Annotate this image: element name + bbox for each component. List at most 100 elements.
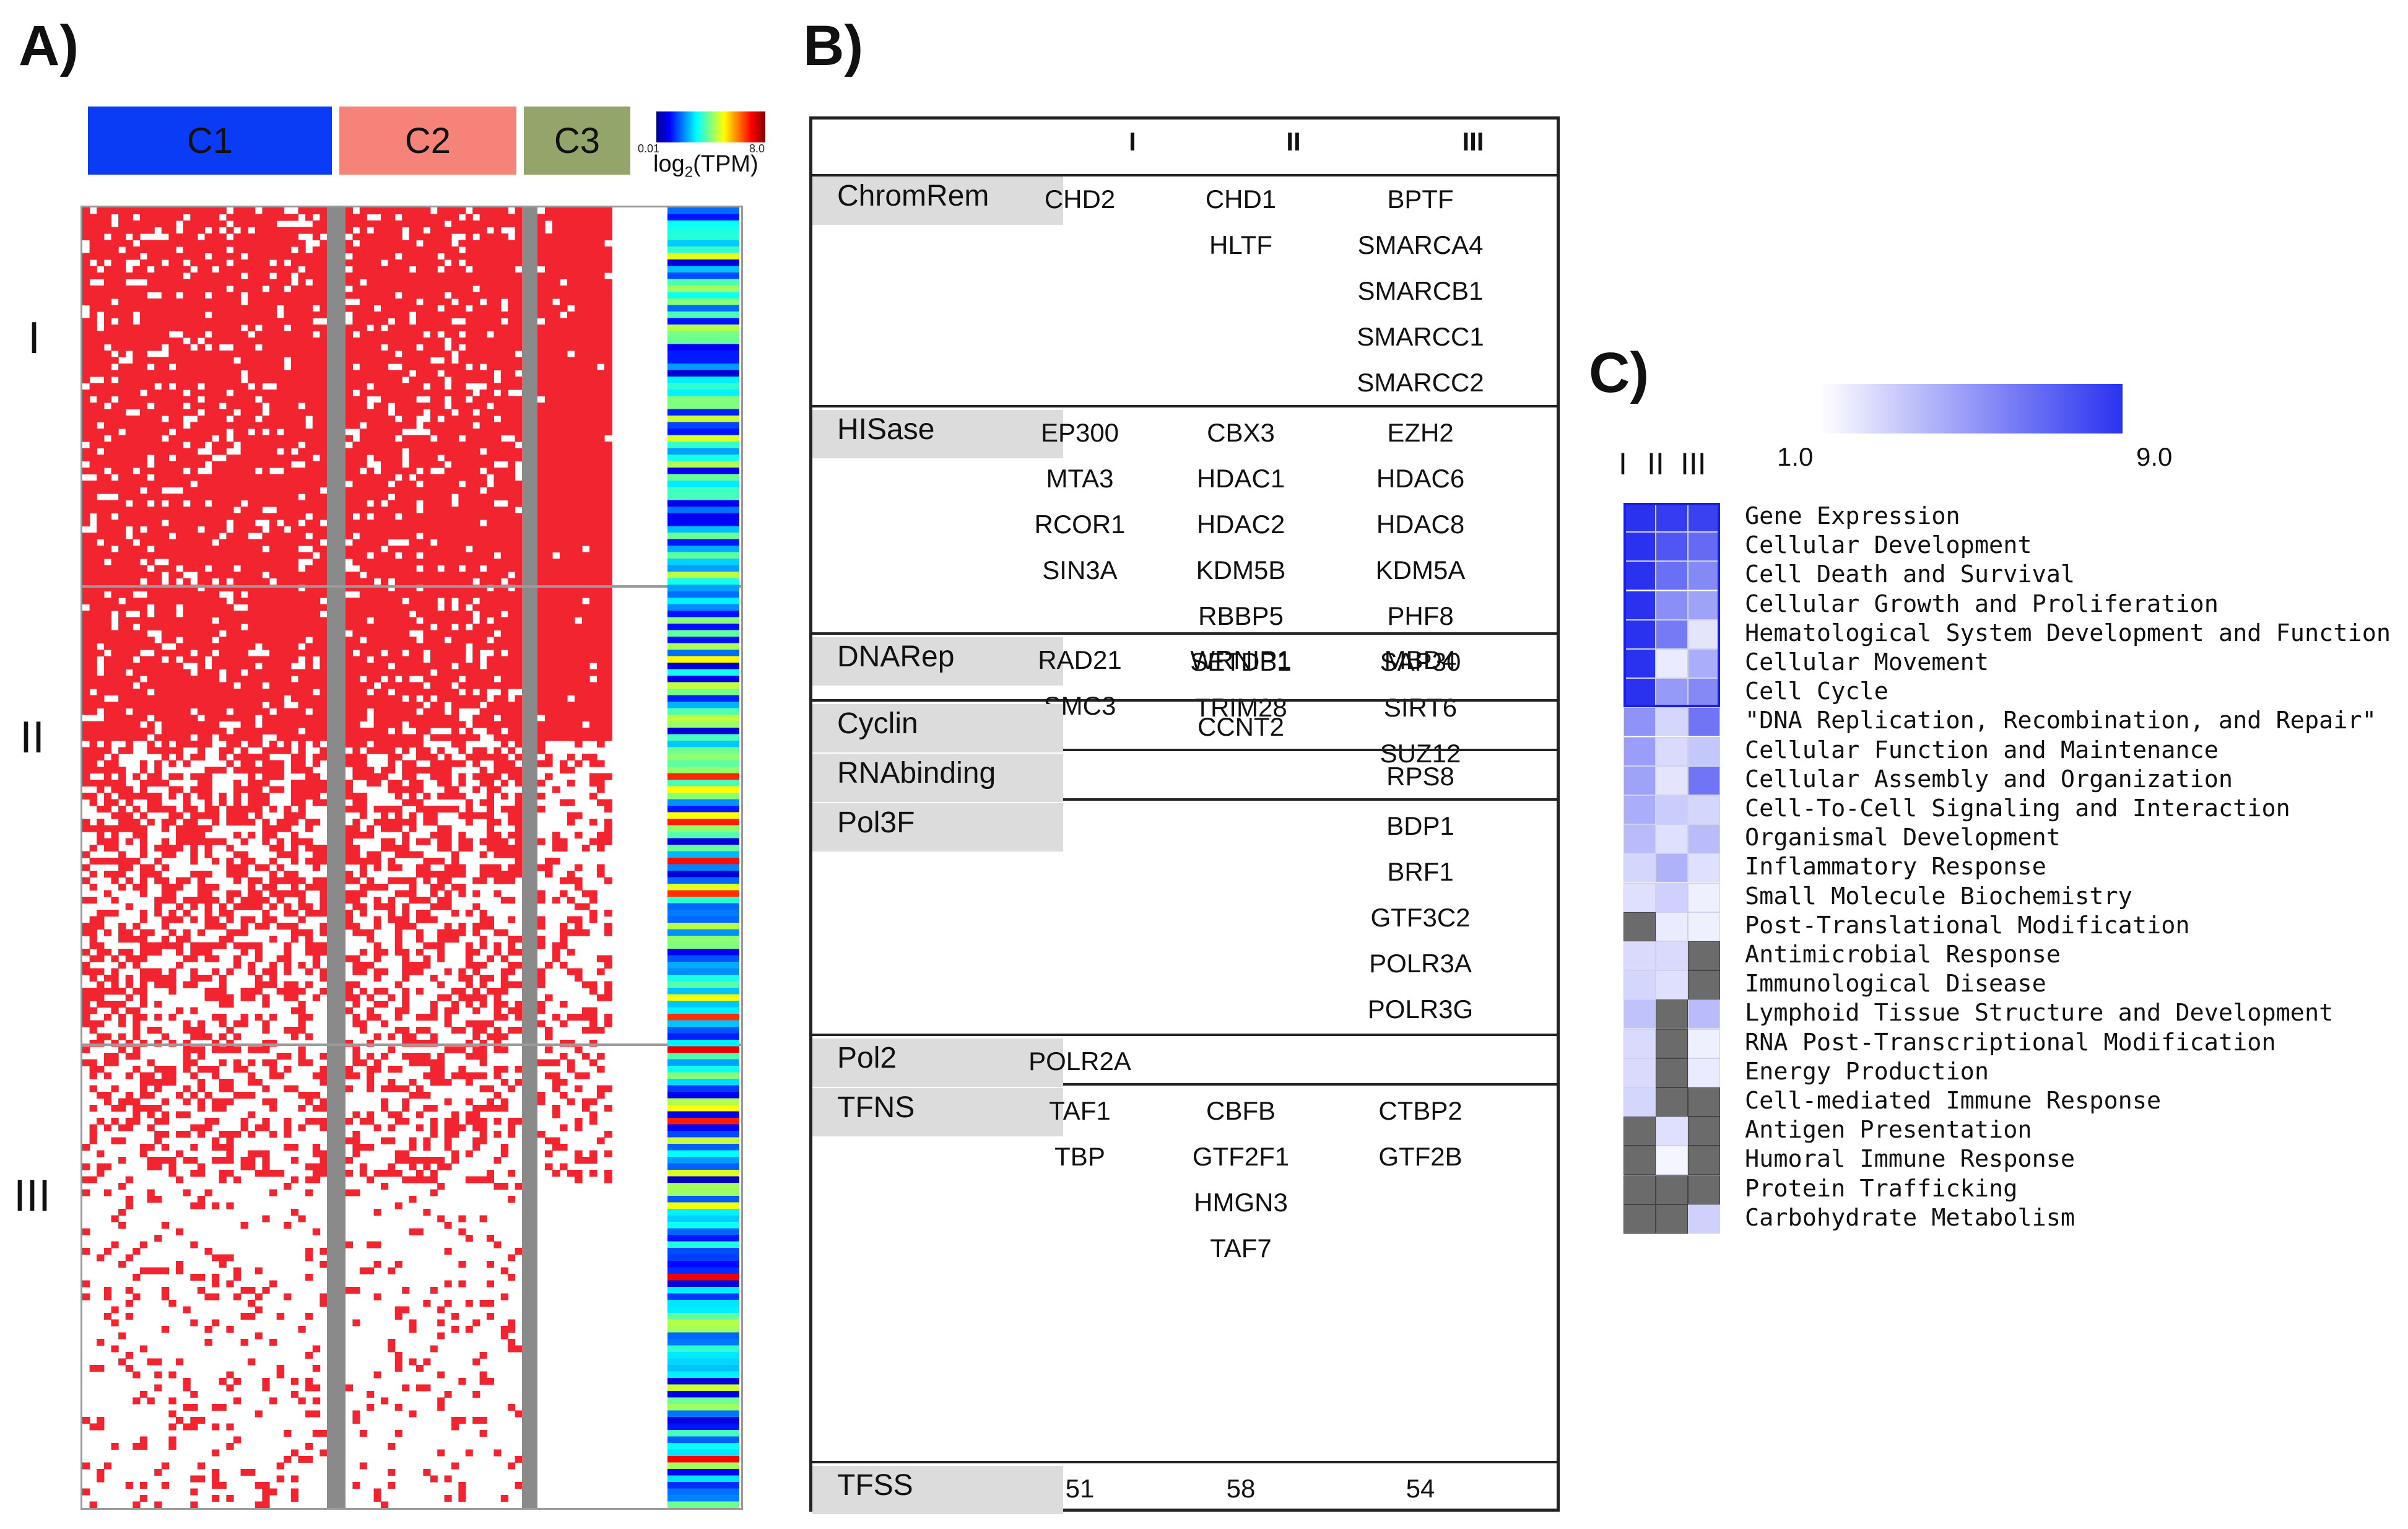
heatmap-cell <box>89 669 97 676</box>
heatmap-cell <box>465 585 473 592</box>
heatmap-cell <box>139 1001 148 1008</box>
heatmap-cell <box>154 806 162 813</box>
heatmap-cell <box>373 364 381 371</box>
colorbar-title: log2(TPM) <box>653 151 758 181</box>
heatmap-cell <box>197 1066 206 1073</box>
heatmap-cell <box>423 435 431 442</box>
heatmap-cell <box>298 877 306 884</box>
heatmap-cell <box>226 1254 234 1261</box>
heatmap-cell <box>262 656 270 663</box>
heatmap-cell <box>226 409 234 416</box>
heatmap-cell <box>312 1176 320 1183</box>
heatmap-cell <box>125 572 133 579</box>
heatmap-cell <box>451 565 459 572</box>
heatmap-cell <box>190 461 198 468</box>
heatmap-cell <box>423 533 431 540</box>
heatmap-cell <box>240 1014 248 1021</box>
heatmap-cell <box>125 246 133 254</box>
heatmap-cell <box>381 409 388 416</box>
heatmap-cell <box>430 246 438 254</box>
heatmap-cell <box>423 285 431 293</box>
heatmap-cell <box>183 1306 191 1313</box>
heatmap-cell <box>233 305 241 312</box>
heatmap-cell <box>359 403 367 410</box>
heatmap-cell <box>284 1144 292 1151</box>
heatmap-cell <box>219 728 227 735</box>
heatmap-cell <box>373 429 381 436</box>
heatmap-cell <box>381 351 388 358</box>
heatmap-cell <box>226 331 234 338</box>
heatmap-cell <box>254 455 263 462</box>
heatmap-cell <box>500 220 508 228</box>
heatmap-cell <box>139 604 148 611</box>
heatmap-cell <box>262 1163 270 1170</box>
heatmap-cell <box>290 311 299 319</box>
heatmap-cell <box>89 455 97 462</box>
heatmap-cell <box>133 728 141 735</box>
heatmap-cell <box>125 520 133 527</box>
heatmap-cell <box>154 1040 162 1047</box>
heatmap-cell <box>515 240 523 247</box>
heatmap-cell <box>226 669 234 676</box>
heatmap-cell <box>305 526 313 533</box>
heatmap-cell <box>219 643 227 650</box>
heatmap-cell <box>394 246 402 254</box>
heatmap-cell <box>409 403 417 410</box>
heatmap-cell <box>465 442 473 449</box>
heatmap-cell <box>276 598 284 605</box>
heatmap-cell <box>515 585 523 592</box>
heatmap-cell <box>89 344 97 351</box>
heatmap-cell <box>254 793 263 800</box>
heatmap-cell <box>269 1189 277 1196</box>
heatmap-cell <box>176 962 184 969</box>
heatmap-cell <box>219 747 227 754</box>
heatmap-cell <box>233 637 241 644</box>
heatmap-cell <box>352 422 360 429</box>
heatmap-cell <box>89 559 97 566</box>
heatmap-cell <box>423 246 431 254</box>
heatmap-cell <box>212 916 220 923</box>
heatmap-cell <box>388 214 396 221</box>
heatmap-cell <box>161 825 169 832</box>
heatmap-cell <box>125 1202 133 1209</box>
heatmap-cell <box>276 1365 284 1372</box>
heatmap-cell <box>388 311 396 319</box>
heatmap-cell <box>147 793 155 800</box>
heatmap-cell <box>125 812 133 819</box>
heatmap-cell <box>262 272 270 280</box>
heatmap-cell <box>493 598 502 605</box>
heatmap-cell <box>465 500 473 507</box>
heatmap-cell <box>89 955 97 962</box>
heatmap-cell <box>298 539 306 546</box>
heatmap-cell <box>312 786 320 793</box>
heatmap-cell <box>233 942 241 949</box>
heatmap-cell <box>176 546 184 553</box>
heatmap-cell <box>139 884 148 891</box>
heatmap-cell <box>139 246 148 254</box>
heatmap-cell <box>197 422 206 429</box>
heatmap-cell <box>359 207 367 215</box>
heatmap-cell <box>82 773 90 780</box>
heatmap-cell <box>458 279 466 286</box>
heatmap-cell <box>430 403 438 410</box>
heatmap-cell <box>219 1254 227 1261</box>
heatmap-cell <box>373 559 381 566</box>
heatmap-cell <box>458 409 466 416</box>
heatmap-cell <box>458 539 466 546</box>
heatmap-cell <box>284 825 292 832</box>
heatmap-cell <box>269 962 277 969</box>
heatmap-cell <box>248 676 256 683</box>
heatmap-cell <box>240 403 248 410</box>
heatmap-cell <box>226 1423 234 1431</box>
heatmap-cell <box>240 305 248 312</box>
heatmap-cell <box>367 370 375 377</box>
heatmap-cell <box>465 214 473 221</box>
heatmap-cell <box>465 331 473 338</box>
heatmap-cell <box>409 572 417 579</box>
heatmap-cell <box>103 364 112 371</box>
heatmap-cell <box>515 546 523 553</box>
heatmap-cell <box>190 591 198 598</box>
heatmap-cell <box>416 604 424 611</box>
heatmap-cell <box>204 325 212 332</box>
heatmap-cell <box>219 715 227 722</box>
